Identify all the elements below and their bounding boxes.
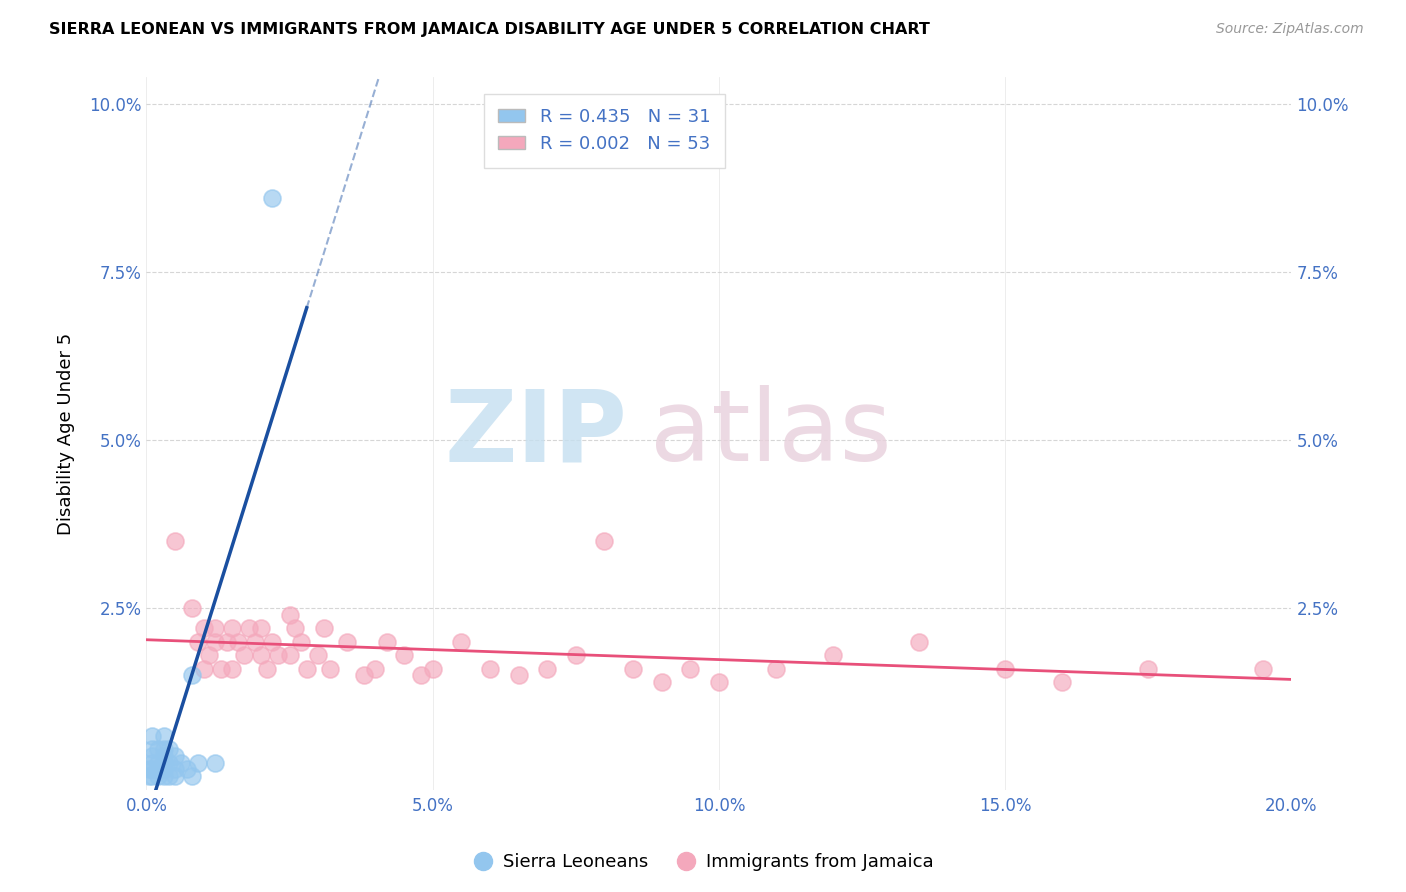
Point [204, 635, 226, 649]
Point [262, 635, 284, 649]
Point [238, 621, 260, 635]
Point [1251, 662, 1274, 676]
Point [176, 763, 198, 777]
Point [193, 662, 215, 676]
Point [221, 621, 243, 635]
Point [250, 621, 273, 635]
Point [295, 662, 318, 676]
Point [187, 756, 209, 770]
Point [146, 756, 169, 770]
Point [193, 621, 215, 635]
Point [375, 635, 398, 649]
Point [336, 635, 359, 649]
Point [165, 534, 187, 549]
Legend: R = 0.435   N = 31, R = 0.002   N = 53: R = 0.435 N = 31, R = 0.002 N = 53 [484, 94, 725, 168]
Point [679, 662, 702, 676]
Point [307, 648, 329, 663]
Point [141, 749, 163, 764]
Point [245, 635, 267, 649]
Point [157, 742, 180, 756]
Point [138, 769, 160, 783]
Point [146, 763, 169, 777]
Point [290, 635, 312, 649]
Point [165, 769, 187, 783]
Point [823, 648, 845, 663]
Point [157, 756, 180, 770]
Point [181, 668, 204, 682]
Point [278, 648, 301, 663]
Point [141, 729, 163, 743]
Point [165, 749, 187, 764]
Point [765, 662, 787, 676]
Point [204, 756, 226, 770]
Point [152, 769, 174, 783]
Text: ZIP: ZIP [444, 385, 627, 482]
Point [152, 729, 174, 743]
Point [138, 763, 160, 777]
Point [181, 769, 204, 783]
Point [707, 675, 730, 690]
Point [364, 662, 387, 676]
Point [508, 668, 530, 682]
Point [141, 742, 163, 756]
Point [1137, 662, 1160, 676]
Point [318, 662, 340, 676]
Point [565, 648, 588, 663]
Point [221, 662, 243, 676]
Point [1052, 675, 1074, 690]
Point [141, 763, 163, 777]
Point [170, 756, 193, 770]
Text: SIERRA LEONEAN VS IMMIGRANTS FROM JAMAICA DISABILITY AGE UNDER 5 CORRELATION CHA: SIERRA LEONEAN VS IMMIGRANTS FROM JAMAIC… [49, 22, 931, 37]
Point [232, 648, 254, 663]
Point [478, 662, 501, 676]
Point [262, 191, 284, 205]
Point [621, 662, 644, 676]
Point [204, 621, 226, 635]
Text: atlas: atlas [650, 385, 891, 482]
Point [226, 635, 249, 649]
Point [651, 675, 673, 690]
Point [250, 648, 273, 663]
Point [152, 763, 174, 777]
Point [181, 601, 204, 615]
Point [908, 635, 931, 649]
Point [536, 662, 558, 676]
Point [152, 756, 174, 770]
Point [450, 635, 472, 649]
Point [152, 749, 174, 764]
Point [994, 662, 1017, 676]
Point [593, 534, 616, 549]
Point [198, 648, 221, 663]
Point [422, 662, 444, 676]
Point [411, 668, 433, 682]
Point [312, 621, 335, 635]
Point [215, 635, 238, 649]
Point [187, 635, 209, 649]
Point [157, 769, 180, 783]
Text: Source: ZipAtlas.com: Source: ZipAtlas.com [1216, 22, 1364, 37]
Point [353, 668, 375, 682]
Point [267, 648, 290, 663]
Point [146, 769, 169, 783]
Point [141, 769, 163, 783]
Point [141, 756, 163, 770]
Point [284, 621, 307, 635]
Point [152, 742, 174, 756]
Point [278, 607, 301, 622]
Point [146, 742, 169, 756]
Point [165, 763, 187, 777]
Y-axis label: Disability Age Under 5: Disability Age Under 5 [58, 333, 75, 534]
Legend: Sierra Leoneans, Immigrants from Jamaica: Sierra Leoneans, Immigrants from Jamaica [465, 847, 941, 879]
Point [256, 662, 278, 676]
Point [392, 648, 415, 663]
Point [209, 662, 232, 676]
